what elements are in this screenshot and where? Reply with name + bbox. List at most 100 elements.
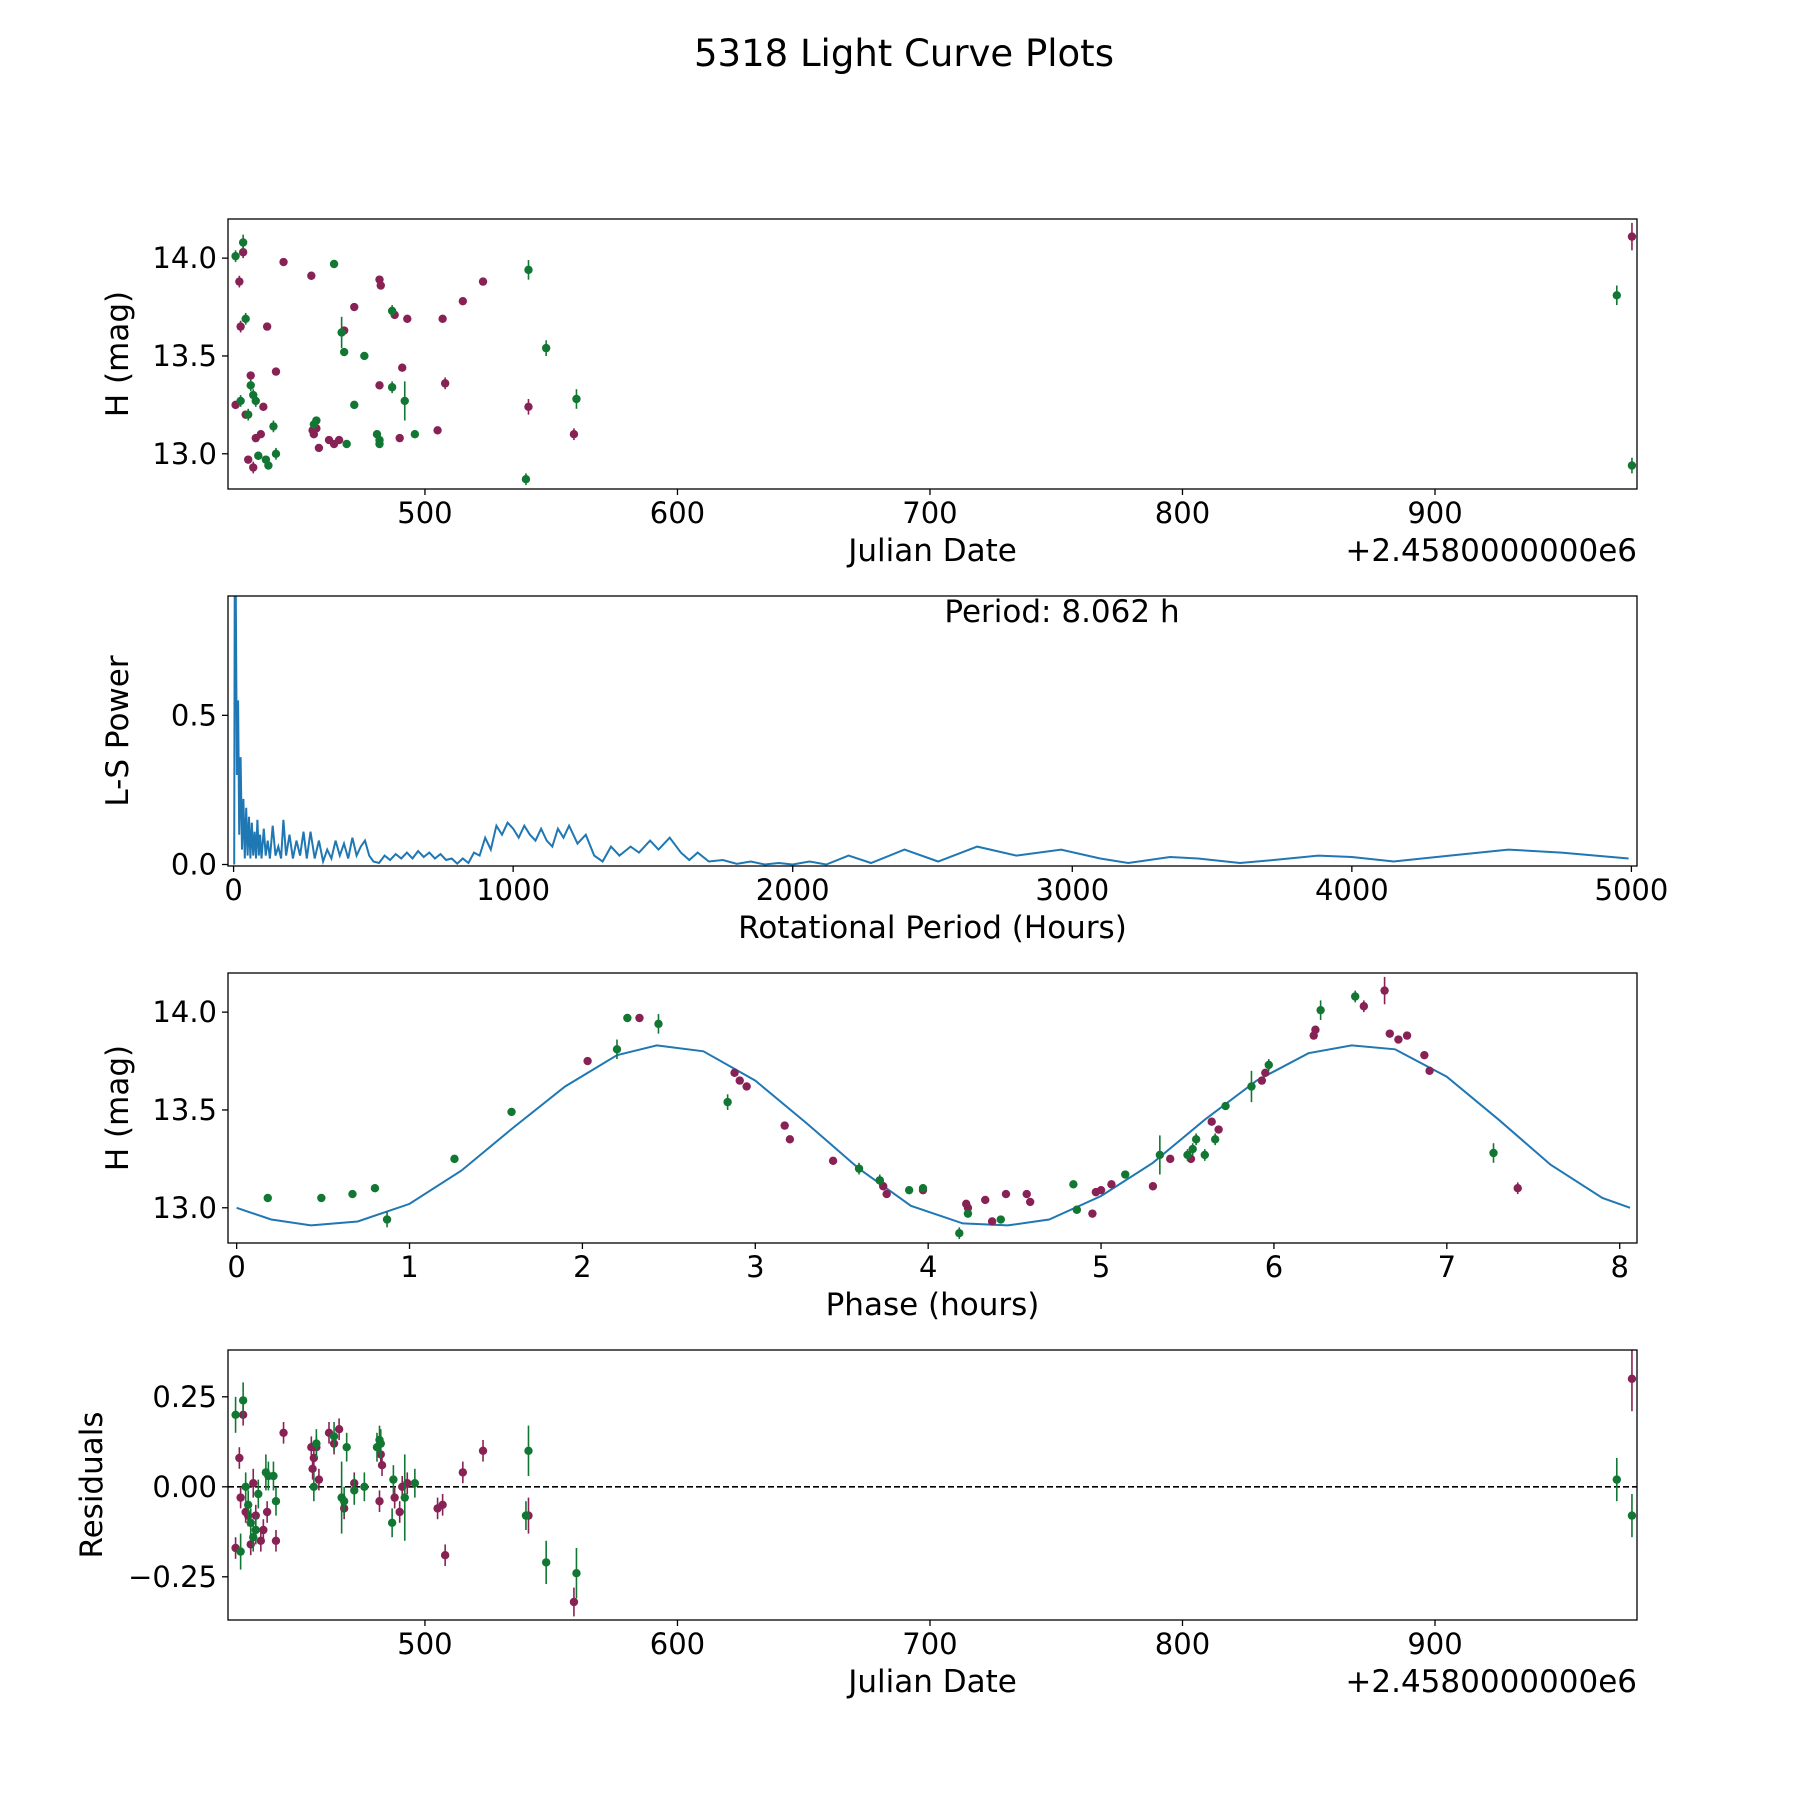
data-point-g	[241, 1482, 250, 1492]
x-tick-label: 6	[1265, 1250, 1283, 1284]
data-point-o	[390, 1493, 399, 1502]
data-point-g	[996, 1215, 1005, 1224]
x-tick-label: 500	[397, 496, 452, 530]
data-point-o	[1166, 1154, 1175, 1164]
data-point-g	[410, 430, 420, 439]
y-tick-label: 14.0	[152, 241, 217, 275]
data-point-g	[1627, 1511, 1637, 1520]
axes-frame	[227, 595, 1638, 867]
data-point-o	[307, 271, 316, 280]
data-point-o	[259, 402, 268, 412]
period-annotation: Period: 8.062 h	[944, 594, 1179, 630]
y-tick-label: 14.0	[152, 995, 217, 1029]
data-point-g	[387, 1518, 397, 1528]
data-point-g	[269, 422, 278, 431]
data-point-g	[1155, 1150, 1165, 1160]
y-axis-label: Residuals	[74, 1411, 110, 1558]
data-point-g	[264, 461, 273, 470]
data-point-o	[569, 1597, 579, 1607]
data-point-o	[433, 426, 442, 435]
data-point-g	[723, 1097, 732, 1107]
data-point-g	[238, 238, 248, 247]
data-point-o	[785, 1135, 795, 1144]
data-point-o	[1096, 1185, 1106, 1195]
data-point-o	[249, 463, 258, 472]
data-point-o	[569, 430, 579, 439]
data-point-g	[955, 1229, 964, 1238]
data-point-g	[521, 1511, 531, 1520]
data-point-o	[1627, 1374, 1637, 1384]
data-point-o	[271, 367, 281, 376]
data-point-o	[1001, 1189, 1011, 1199]
data-point-o	[438, 314, 447, 323]
axes-frame	[227, 972, 1638, 1244]
data-point-g	[309, 1482, 319, 1492]
data-point-o	[478, 277, 488, 286]
y-tick-label: −0.25	[128, 1560, 217, 1594]
data-point-o	[1107, 1180, 1116, 1189]
data-point-g	[271, 449, 281, 458]
data-point-g	[572, 1569, 581, 1578]
data-point-g	[875, 1176, 884, 1185]
data-point-g	[350, 400, 359, 410]
data-point-o	[1088, 1209, 1097, 1218]
data-point-o	[882, 1189, 891, 1199]
x-offset-label: +2.4580000000e6	[1345, 1664, 1637, 1700]
x-tick-label: 800	[1155, 496, 1210, 530]
data-point-g	[654, 1019, 663, 1029]
x-tick-label: 5000	[1595, 873, 1669, 907]
y-axis-label: H (mag)	[100, 291, 136, 417]
data-point-o	[314, 443, 324, 453]
data-point-o	[244, 455, 253, 464]
data-point-o	[375, 1497, 384, 1506]
data-point-g	[623, 1013, 632, 1023]
data-point-o	[279, 257, 288, 267]
x-tick-label: 7	[1438, 1250, 1456, 1284]
data-point-g	[370, 1184, 380, 1193]
data-point-o	[395, 433, 404, 443]
data-point-g	[387, 306, 397, 316]
data-point-g	[348, 1189, 357, 1199]
data-point-g	[360, 1482, 369, 1492]
data-point-o	[377, 1461, 387, 1470]
data-point-o	[262, 322, 272, 331]
x-axis-label: Julian Date	[846, 1664, 1017, 1700]
data-point-g	[1069, 1180, 1078, 1189]
data-point-g	[521, 475, 531, 484]
x-tick-label: 2	[573, 1250, 591, 1284]
data-point-g	[400, 1493, 409, 1502]
y-tick-label: 13.0	[152, 1191, 217, 1225]
data-point-g	[236, 396, 245, 406]
data-point-o	[1261, 1068, 1270, 1077]
data-point-g	[1072, 1205, 1082, 1214]
data-point-g	[263, 1193, 272, 1203]
data-point-g	[360, 351, 369, 361]
x-tick-label: 3000	[1035, 873, 1109, 907]
y-tick-label: 0.25	[152, 1380, 217, 1414]
y-tick-label: 13.0	[152, 437, 217, 471]
data-point-g	[1191, 1135, 1201, 1144]
data-point-o	[1359, 1002, 1369, 1011]
data-point-g	[904, 1185, 914, 1195]
data-point-o	[742, 1082, 751, 1091]
data-point-o	[279, 1428, 288, 1438]
data-point-o	[334, 1425, 344, 1434]
data-point-o	[395, 1507, 404, 1517]
x-tick-label: 4000	[1315, 873, 1389, 907]
data-point-o	[635, 1013, 644, 1023]
plot-area	[231, 222, 1637, 486]
data-point-o	[1214, 1125, 1223, 1134]
data-point-g	[231, 251, 240, 261]
x-tick-label: 3	[746, 1250, 764, 1284]
data-point-o	[376, 281, 385, 290]
data-point-o	[1025, 1197, 1035, 1207]
x-tick-label: 2000	[756, 873, 830, 907]
data-point-g	[337, 328, 346, 337]
data-point-o	[1513, 1184, 1522, 1193]
data-point-o	[438, 1500, 447, 1510]
data-point-o	[440, 379, 450, 388]
data-point-o	[730, 1068, 739, 1077]
data-point-g	[271, 1497, 281, 1506]
data-point-g	[1247, 1082, 1256, 1091]
